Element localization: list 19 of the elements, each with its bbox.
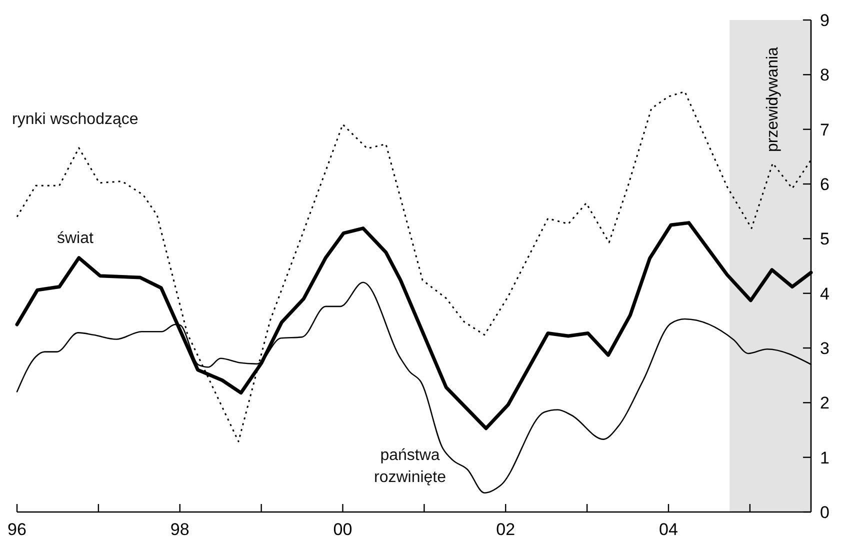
y-tick-label: 0 [820, 503, 830, 522]
series-label: państwa rozwinięte [374, 447, 446, 486]
y-tick-label: 5 [820, 230, 830, 249]
series-label: rynki wschodzące [12, 111, 138, 128]
x-tick-label: 04 [659, 520, 678, 539]
y-tick-label: 8 [820, 66, 830, 85]
series-label: świat [57, 230, 94, 247]
y-tick-label: 4 [820, 284, 830, 304]
y-tick-label: 1 [820, 448, 830, 468]
x-tick-label: 96 [8, 520, 26, 539]
y-tick-label: 7 [820, 120, 830, 140]
y-tick-label: 2 [820, 394, 830, 413]
x-tick-label: 02 [496, 520, 516, 539]
y-tick-label: 3 [820, 339, 830, 358]
x-tick-label: 98 [170, 520, 190, 539]
band-label: przewidywania [764, 46, 782, 152]
y-tick-label: 9 [820, 11, 830, 30]
x-tick-label: 00 [333, 520, 352, 539]
y-tick-label: 6 [820, 175, 830, 194]
